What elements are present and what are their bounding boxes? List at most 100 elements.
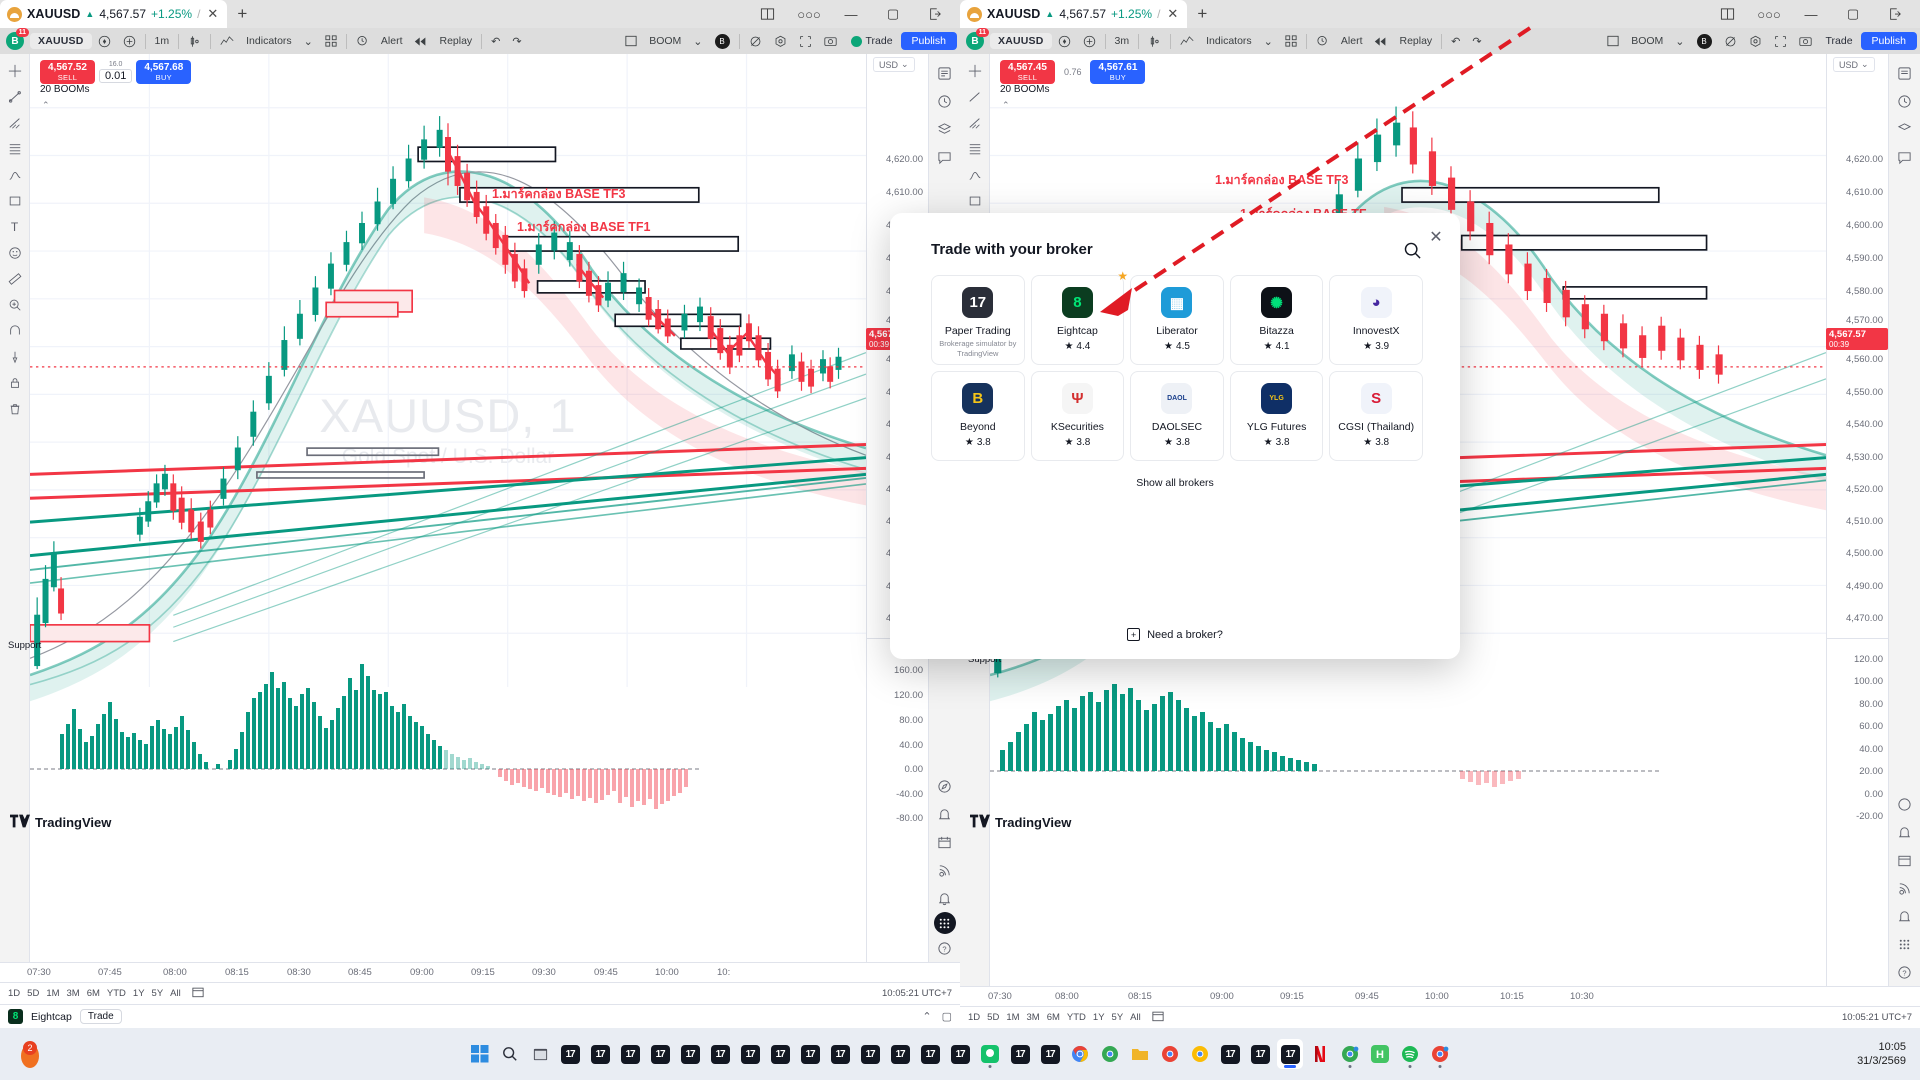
watchlist-icon[interactable]	[1892, 59, 1918, 87]
help-icon[interactable]: ?	[1892, 958, 1918, 986]
tradingview-taskbar-icon-11[interactable]: 17	[857, 1039, 883, 1069]
cross-cursor-icon[interactable]	[2, 58, 28, 84]
alert-button[interactable]: Alert	[1340, 35, 1363, 47]
delete-trash-icon[interactable]	[2, 396, 28, 422]
brush-icon[interactable]	[962, 162, 988, 188]
pin-icon[interactable]	[2, 344, 28, 370]
broker-card-daolsec[interactable]: DAOL DAOLSEC ★ 3.8	[1130, 371, 1224, 461]
layers-icon[interactable]	[1892, 115, 1918, 143]
notification-bell-icon[interactable]	[1892, 902, 1918, 930]
notification-bell-icon[interactable]	[932, 884, 958, 912]
tradingview-taskbar-icon-16[interactable]: 17	[1037, 1039, 1063, 1069]
broker-trade-button[interactable]: Trade	[79, 1009, 122, 1024]
tradingview-taskbar-icon-7[interactable]: 17	[737, 1039, 763, 1069]
chevron-down-icon[interactable]: ⌄	[303, 35, 313, 48]
undo-icon[interactable]: ↶	[1451, 35, 1461, 48]
indicators-button[interactable]: Indicators	[1206, 35, 1252, 47]
broker-card-ksecurities[interactable]: Ψ KSecurities ★ 3.8	[1030, 371, 1125, 461]
shapes-icon[interactable]	[962, 188, 988, 214]
apps-grid-icon[interactable]	[1892, 930, 1918, 958]
sell-button[interactable]: 4,567.52 SELL	[40, 60, 95, 84]
chrome-icon-1[interactable]	[1067, 1039, 1093, 1069]
restore-icon[interactable]	[1874, 0, 1916, 28]
range-ytd[interactable]: YTD	[1066, 1012, 1086, 1023]
ideas-compass-icon[interactable]	[1892, 790, 1918, 818]
chart-clock[interactable]: 10:05:21 UTC+7	[1842, 1012, 1912, 1023]
profile-dot[interactable]: B	[1691, 31, 1718, 51]
indicators-icon[interactable]	[214, 31, 240, 51]
chrome-icon-6[interactable]	[1427, 1039, 1453, 1069]
fib-retracement-icon[interactable]	[2, 136, 28, 162]
alerts-bell-icon[interactable]	[1892, 818, 1918, 846]
chrome-icon-2[interactable]	[1097, 1039, 1123, 1069]
taskbar-notification-icon[interactable]: 2	[18, 1039, 42, 1069]
tradingview-taskbar-icon-3[interactable]: 17	[617, 1039, 643, 1069]
h-app-icon[interactable]: H	[1367, 1039, 1393, 1069]
chat-icon[interactable]	[932, 143, 958, 171]
buy-button[interactable]: 4,567.68 BUY	[136, 60, 192, 84]
new-tab-icon[interactable]: +	[237, 4, 248, 23]
layout-select-icon[interactable]	[1601, 31, 1625, 51]
help-icon[interactable]: ?	[932, 934, 958, 962]
symbol-search-button[interactable]: XAUUSD	[990, 33, 1052, 49]
close-icon[interactable]: ✕	[1429, 229, 1443, 246]
add-symbol-icon[interactable]	[117, 31, 142, 51]
tradingview-taskbar-icon-active[interactable]: 17	[1277, 1039, 1303, 1069]
new-tab-icon[interactable]: +	[1197, 4, 1208, 23]
sell-button[interactable]: 4,567.45 SELL	[1000, 60, 1055, 84]
snapshot-icon[interactable]	[743, 31, 768, 51]
alert-button[interactable]: Alert	[380, 35, 403, 47]
file-explorer-icon[interactable]	[527, 1039, 553, 1069]
range-3m[interactable]: 3M	[66, 988, 80, 999]
replay-button[interactable]: Replay	[439, 35, 473, 47]
tradingview-taskbar-icon-9[interactable]: 17	[797, 1039, 823, 1069]
tradingview-taskbar-icon-17[interactable]: 17	[1217, 1039, 1243, 1069]
symbol-watchlist-icon[interactable]	[92, 31, 117, 51]
trend-line-icon[interactable]	[2, 84, 28, 110]
alerts-clock-icon[interactable]	[1892, 87, 1918, 115]
tradingview-taskbar-icon-12[interactable]: 17	[887, 1039, 913, 1069]
indicators-icon[interactable]	[1174, 31, 1200, 51]
broker-card-innovestx[interactable]: ◕ InnovestX ★ 3.9	[1329, 275, 1423, 365]
snapshot-icon[interactable]	[1718, 31, 1743, 51]
replay-icon[interactable]	[408, 31, 433, 51]
layout-name-button[interactable]: BOOM	[649, 35, 682, 47]
chevron-down-icon[interactable]: ⌄	[1675, 35, 1685, 48]
range-1d[interactable]: 1D	[968, 1012, 981, 1023]
range-3m[interactable]: 3M	[1026, 1012, 1040, 1023]
broker-card-ylg-futures[interactable]: YLG YLG Futures ★ 3.8	[1229, 371, 1324, 461]
layers-icon[interactable]	[932, 115, 958, 143]
buy-button[interactable]: 4,567.61 BUY	[1090, 60, 1146, 84]
trade-button[interactable]: Trade	[1818, 33, 1861, 49]
trend-line-icon[interactable]	[962, 84, 988, 110]
pitchfork-icon[interactable]	[962, 110, 988, 136]
chevron-down-icon[interactable]: ⌄	[1263, 35, 1273, 48]
publish-button[interactable]: Publish	[1860, 32, 1917, 50]
tradingview-taskbar-icon-5[interactable]: 17	[677, 1039, 703, 1069]
minimize-icon[interactable]: —	[1804, 6, 1818, 22]
templates-grid-icon[interactable]	[1279, 31, 1303, 51]
netflix-icon[interactable]	[1307, 1039, 1333, 1069]
trade-button[interactable]: Trade	[843, 33, 901, 49]
redo-icon[interactable]: ↷	[512, 35, 522, 48]
quantity-value[interactable]: 0.76	[1058, 67, 1087, 77]
tradingview-taskbar-icon-10[interactable]: 17	[827, 1039, 853, 1069]
range-1d[interactable]: 1D	[8, 988, 21, 999]
range-5d[interactable]: 5D	[27, 988, 40, 999]
currency-selector[interactable]: USD ⌄	[873, 57, 915, 72]
symbol-search-button[interactable]: XAUUSD	[30, 33, 92, 49]
pitchfork-icon[interactable]	[2, 110, 28, 136]
more-options-icon[interactable]: ○○○	[1757, 6, 1781, 22]
range-6m[interactable]: 6M	[1046, 1012, 1060, 1023]
watchlist-icon[interactable]	[932, 59, 958, 87]
tradingview-taskbar-icon-13[interactable]: 17	[917, 1039, 943, 1069]
maximize-icon[interactable]: ▢	[886, 6, 900, 21]
settings-gear-icon[interactable]	[1743, 31, 1768, 51]
layout-name-button[interactable]: BOOM	[1631, 35, 1664, 47]
browser-tab-xauusd-left[interactable]: XAUUSD ▲ 4,567.57 +1.25% / ✕	[0, 0, 228, 28]
range-1y[interactable]: 1Y	[1092, 1012, 1105, 1023]
settings-gear-icon[interactable]	[768, 31, 793, 51]
templates-grid-icon[interactable]	[319, 31, 343, 51]
time-axis-left[interactable]: 07:30 07:45 08:00 08:15 08:30 08:45 09:0…	[0, 962, 960, 982]
measure-ruler-icon[interactable]	[2, 266, 28, 292]
